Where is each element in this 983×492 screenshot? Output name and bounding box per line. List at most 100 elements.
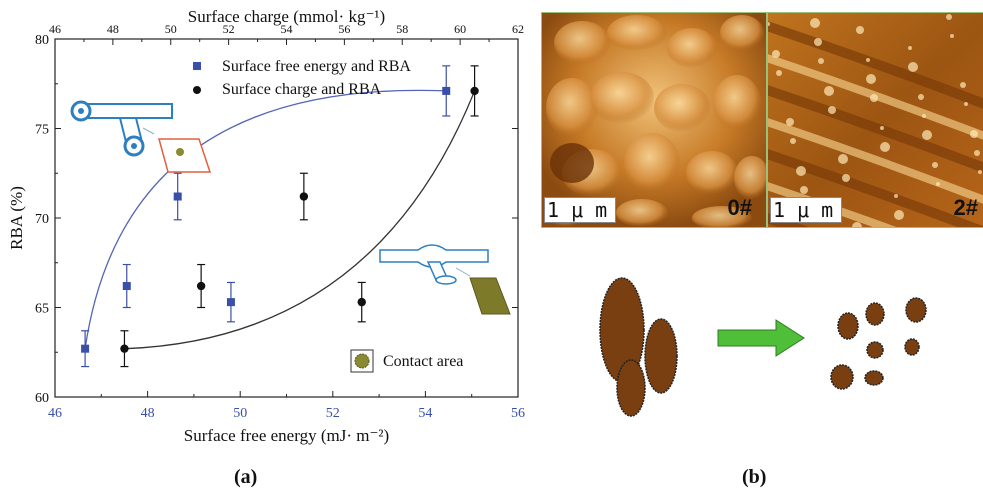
data-point-circle xyxy=(357,297,366,307)
y-tick-label: 80 xyxy=(35,33,49,48)
particle-schematic xyxy=(599,277,927,417)
arrow xyxy=(717,319,805,357)
fiber-end-1-core xyxy=(78,108,84,114)
fiber-end-2-core xyxy=(131,143,137,149)
small-particle-5 xyxy=(904,338,920,356)
pointer-line-2 xyxy=(455,267,471,277)
afm-streak xyxy=(768,213,809,227)
contact-area-label: Contact area xyxy=(383,353,463,370)
afm-grain xyxy=(546,78,598,138)
x-top-tick-label: 60 xyxy=(454,22,466,36)
afm-bright-spot xyxy=(978,170,982,174)
afm-grain xyxy=(554,21,610,65)
x-top-tick-label: 58 xyxy=(396,22,408,36)
afm-bright-spot xyxy=(796,166,806,176)
afm-bright-spot xyxy=(894,210,904,220)
data-point-circle xyxy=(120,344,129,353)
x-bottom-tick-label: 52 xyxy=(326,406,340,421)
arrow-shape xyxy=(717,319,805,357)
afm-bright-spot xyxy=(908,62,918,72)
afm-streak xyxy=(768,85,983,173)
afm-image-right: 1 μ m 2# xyxy=(767,12,983,228)
small-particle-4 xyxy=(866,341,884,359)
afm-bright-spot xyxy=(922,114,926,118)
afm-scale-right: 1 μ m xyxy=(770,197,843,223)
afm-grain xyxy=(720,15,764,51)
afm-bright-spot xyxy=(828,106,836,114)
data-point-square xyxy=(122,282,131,291)
legend-marker-circle xyxy=(193,86,201,94)
afm-streak xyxy=(768,21,983,109)
afm-bright-spot xyxy=(932,162,938,168)
contact-parallelogram-large xyxy=(469,277,511,315)
small-particles xyxy=(830,297,927,390)
afm-bright-spot xyxy=(964,102,968,106)
afm-grain xyxy=(616,199,668,227)
data-point-square xyxy=(81,344,90,353)
fiber-tube-horizontal xyxy=(79,103,173,119)
bottom-axis-title: Surface free energy (mJ· m⁻²) xyxy=(184,426,389,445)
afm-bright-spot xyxy=(790,138,796,144)
afm-bright-spot xyxy=(856,26,864,34)
small-particle-1 xyxy=(837,312,859,340)
small-particle-6 xyxy=(830,364,854,390)
afm-grain xyxy=(607,15,667,51)
legend-marker-square xyxy=(193,62,201,70)
legend-label-1: Surface free energy and RBA xyxy=(222,58,411,75)
x-top-tick-label: 50 xyxy=(165,22,177,36)
afm-bright-spot xyxy=(970,130,978,138)
afm-bright-spot xyxy=(880,126,884,130)
y-axis-title: RBA (%) xyxy=(7,186,26,250)
fiber-tube-flat xyxy=(379,244,489,268)
afm-bright-spot xyxy=(800,186,808,194)
fiber-schematic-2 xyxy=(379,244,511,315)
afm-bright-spot xyxy=(768,22,770,26)
data-point-square xyxy=(173,192,182,201)
y-tick-label: 75 xyxy=(35,123,49,138)
afm-grain xyxy=(667,28,717,68)
afm-streak xyxy=(768,182,897,227)
afm-bright-spot xyxy=(918,94,924,100)
fiber-schematic-1 xyxy=(70,100,212,173)
x-bottom-tick-label: 54 xyxy=(418,406,432,421)
x-top-tick-label: 46 xyxy=(49,22,61,36)
fit-curve-2 xyxy=(124,90,476,350)
x-top-tick-label: 48 xyxy=(107,22,119,36)
fiber-end-3 xyxy=(435,275,457,285)
afm-bright-spot xyxy=(866,58,870,62)
x-bottom-tick-label: 56 xyxy=(511,406,525,421)
x-top-tick-label: 56 xyxy=(338,22,350,36)
afm-bright-spot xyxy=(974,150,980,156)
x-top-tick-label: 54 xyxy=(281,22,293,36)
contact-spot-small xyxy=(176,148,184,156)
afm-streak xyxy=(768,118,983,204)
afm-bright-spot xyxy=(870,94,878,102)
afm-bright-spot xyxy=(818,58,824,64)
afm-bright-spot xyxy=(880,142,890,152)
afm-bright-spot xyxy=(936,182,940,186)
afm-bright-spot xyxy=(908,46,912,50)
afm-bright-spot xyxy=(922,130,932,140)
afm-grain xyxy=(686,151,738,195)
data-point-circle xyxy=(196,281,206,291)
afm-bright-spot xyxy=(852,222,862,227)
x-top-tick-label: 62 xyxy=(512,22,524,36)
afm-bright-spot xyxy=(960,82,966,88)
x-bottom-tick-label: 50 xyxy=(233,406,247,421)
y-tick-label: 70 xyxy=(35,212,49,227)
small-particle-7 xyxy=(864,370,884,386)
afm-bright-spot xyxy=(842,174,850,182)
caption-b: (b) xyxy=(742,466,767,488)
afm-bright-spot xyxy=(866,74,876,84)
afm-bright-spot xyxy=(824,86,834,96)
afm-grain xyxy=(713,75,761,131)
afm-bright-spot xyxy=(786,118,794,126)
large-particle-2 xyxy=(644,318,678,394)
afm-bright-spot xyxy=(838,154,848,164)
top-axis-title: Surface charge (mmol· kg⁻¹) xyxy=(188,7,385,26)
afm-grain xyxy=(654,84,710,132)
large-particle-3 xyxy=(616,359,646,417)
afm-image-left: 1 μ m 0# xyxy=(541,12,767,228)
data-point-circle xyxy=(470,86,479,96)
